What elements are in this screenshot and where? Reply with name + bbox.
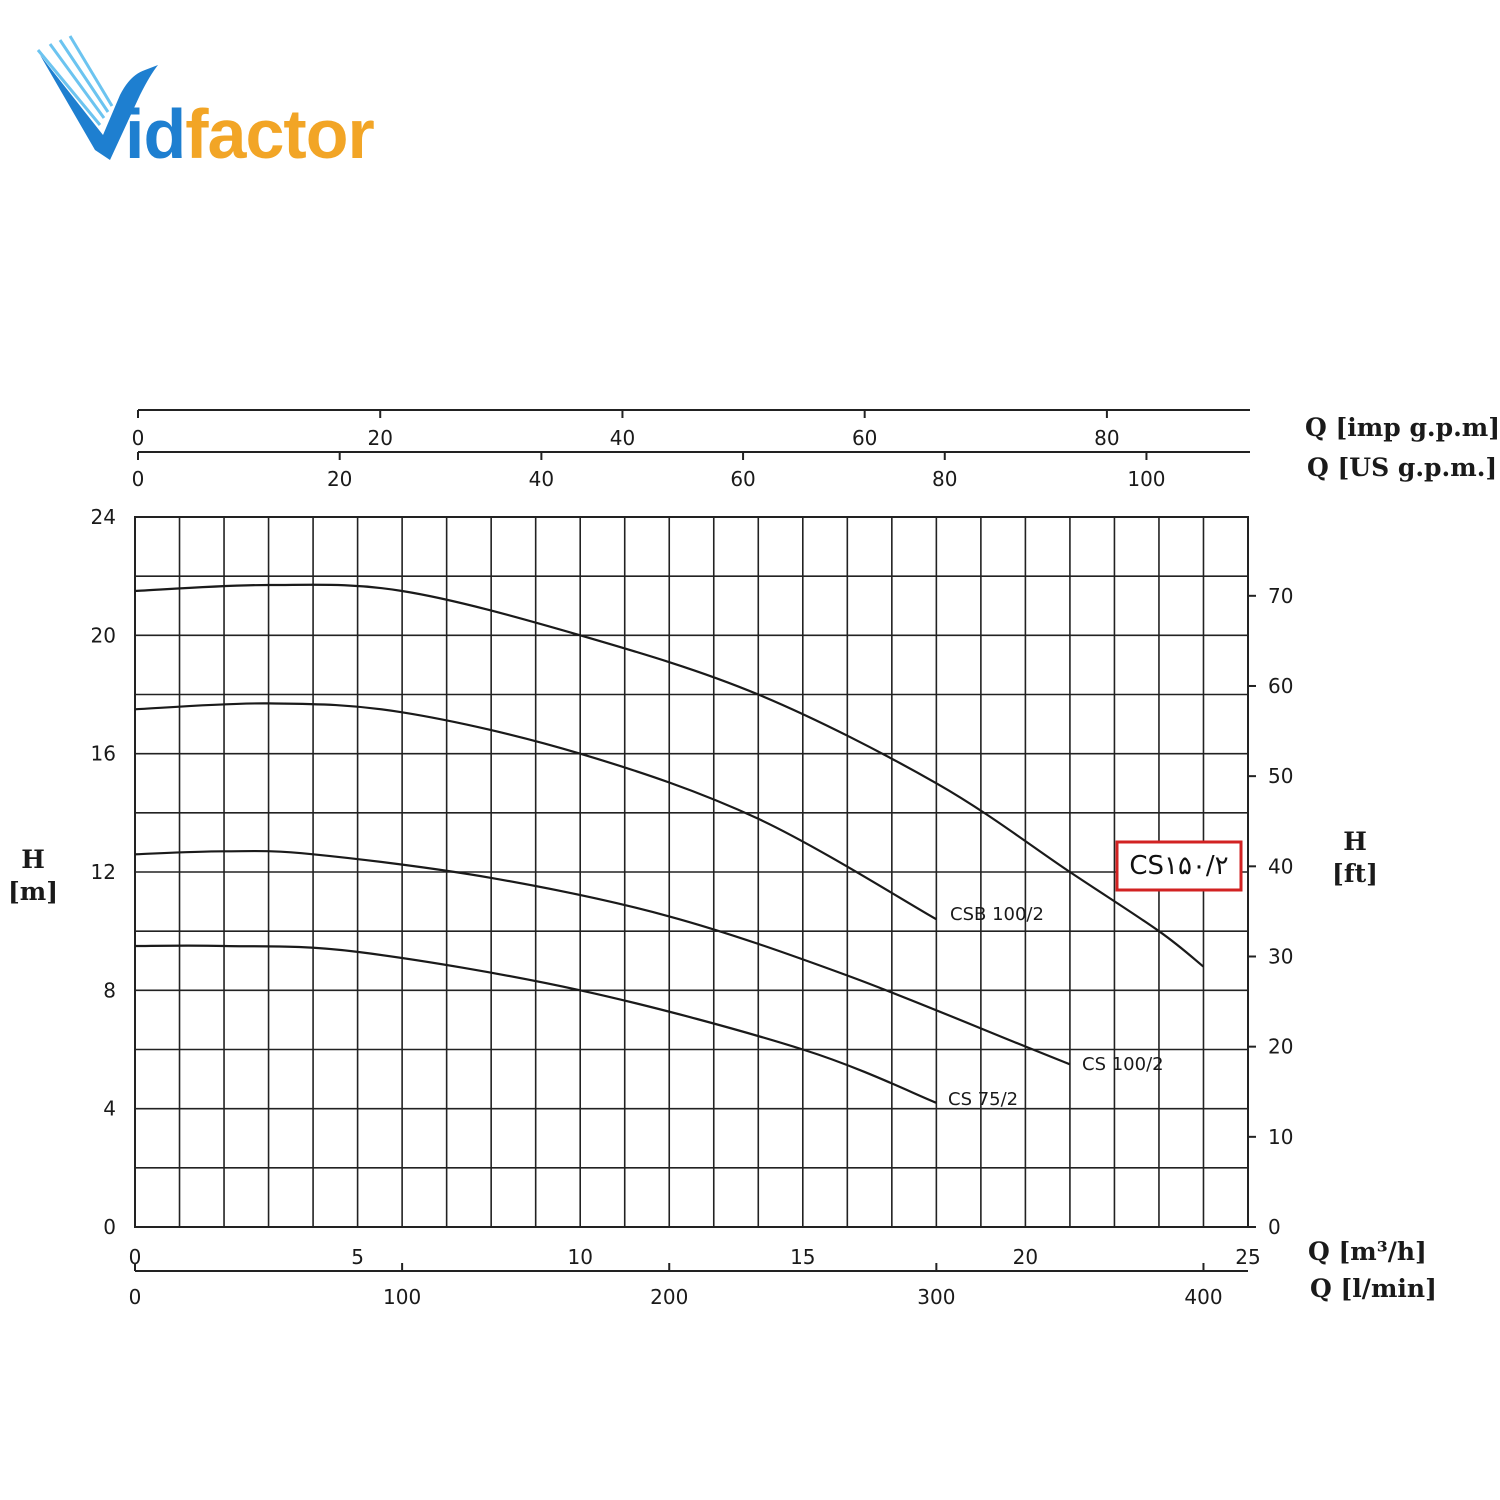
y-tick-label: 0 (103, 1215, 116, 1239)
x-tick-label: 5 (351, 1245, 364, 1269)
x-axis-lmin-title: Q [l/min] (1310, 1274, 1437, 1303)
y-right-tick-label: 40 (1268, 854, 1293, 878)
us-gpm-tick-label: 0 (132, 467, 145, 491)
us-gpm-tick-label: 40 (529, 467, 554, 491)
lmin-tick-label: 400 (1184, 1285, 1222, 1309)
y-right-tick-label: 10 (1268, 1125, 1293, 1149)
y-right-tick-label: 30 (1268, 944, 1293, 968)
y-axis-right-title-line1: H (1343, 827, 1367, 856)
imp-gpm-ticks: 0 20 40 60 80 (132, 410, 1120, 450)
chart-grid (135, 517, 1248, 1227)
x-axis-lmin-ticks: 0 100 200 300 400 (129, 1263, 1223, 1309)
logo-text-orange: factor (185, 95, 374, 173)
imp-gpm-tick-label: 60 (852, 426, 877, 450)
curve-label-cs-100-2: CS 100/2 (1082, 1054, 1164, 1075)
us-gpm-axis-title: Q [US g.p.m.] (1307, 453, 1497, 482)
y-right-tick-label: 20 (1268, 1035, 1293, 1059)
imp-gpm-tick-label: 80 (1094, 426, 1119, 450)
y-axis-right-title-line2: [ft] (1332, 859, 1378, 888)
x-axis-m3h-title: Q [m³/h] (1308, 1237, 1427, 1266)
logo-text-blue: id (125, 95, 185, 173)
curve-label-cs150-2: CS۱۵۰/۲ (1129, 851, 1228, 881)
curve-cs-75-2 (134, 944, 937, 1104)
curve-cs-100-2 (134, 849, 1071, 1066)
y-axis-left-title-line2: [m] (8, 877, 58, 906)
curve-label-cs-75-2: CS 75/2 (948, 1089, 1018, 1110)
imp-gpm-tick-label: 40 (610, 426, 635, 450)
us-gpm-ticks: 0 20 40 60 80 100 (132, 452, 1166, 491)
logo-feather-icon (36, 35, 158, 160)
svg-text:idfactor: idfactor (125, 95, 374, 173)
y-right-tick-label: 0 (1268, 1215, 1281, 1239)
us-gpm-tick-label: 60 (730, 467, 755, 491)
x-tick-label: 25 (1235, 1245, 1260, 1269)
lmin-tick-label: 0 (129, 1285, 142, 1309)
lmin-tick-label: 200 (650, 1285, 688, 1309)
lmin-tick-label: 300 (917, 1285, 955, 1309)
vidfactor-logo: idfactor (36, 35, 375, 173)
imp-gpm-axis-title: Q [imp g.p.m] (1305, 413, 1500, 442)
y-tick-label: 8 (103, 978, 116, 1002)
lmin-tick-label: 100 (383, 1285, 421, 1309)
curve-csb-100-2 (134, 702, 937, 921)
x-tick-label: 10 (567, 1245, 592, 1269)
x-tick-label: 0 (129, 1245, 142, 1269)
y-right-tick-label: 60 (1268, 674, 1293, 698)
us-gpm-tick-label: 20 (327, 467, 352, 491)
imp-gpm-tick-label: 0 (132, 426, 145, 450)
curve-labels: CSB 100/2 CS 100/2 CS 75/2 CS۱۵۰/۲ (948, 840, 1243, 1110)
plot-frame (134, 516, 1249, 1228)
y-tick-label: 4 (103, 1097, 116, 1121)
x-tick-label: 20 (1013, 1245, 1038, 1269)
curve-label-csb-100-2: CSB 100/2 (950, 904, 1044, 925)
curve-label-cs150-2-box: CS۱۵۰/۲ (1115, 840, 1243, 892)
y-tick-label: 24 (91, 505, 116, 529)
imp-gpm-tick-label: 20 (367, 426, 392, 450)
bottom-axes: 0 5 10 15 20 25 0 100 200 300 400 Q [m³/h] Q [l/m… (129, 1237, 1437, 1309)
top-axes: 0 20 40 60 80 0 20 40 60 80 100 Q [imp g.p.m] Q [… (132, 409, 1500, 491)
y-right-tick-label: 70 (1268, 584, 1293, 608)
x-tick-label: 15 (790, 1245, 815, 1269)
us-gpm-tick-label: 100 (1127, 467, 1165, 491)
y-axis-right-ticks: 0 10 20 30 40 50 60 70 (1248, 584, 1293, 1239)
us-gpm-tick-label: 80 (932, 467, 957, 491)
y-tick-label: 12 (91, 860, 116, 884)
y-tick-label: 16 (91, 742, 116, 766)
y-axis-left-title-line1: H (21, 845, 45, 874)
y-right-tick-label: 50 (1268, 764, 1293, 788)
y-tick-label: 20 (91, 623, 116, 647)
performance-curves (134, 583, 1205, 1104)
curve-cs150-2 (134, 583, 1205, 968)
y-axis-left-ticks: 0 4 8 12 16 20 24 (91, 505, 116, 1239)
x-axis-m3h-ticks: 0 5 10 15 20 25 (129, 1245, 1261, 1269)
